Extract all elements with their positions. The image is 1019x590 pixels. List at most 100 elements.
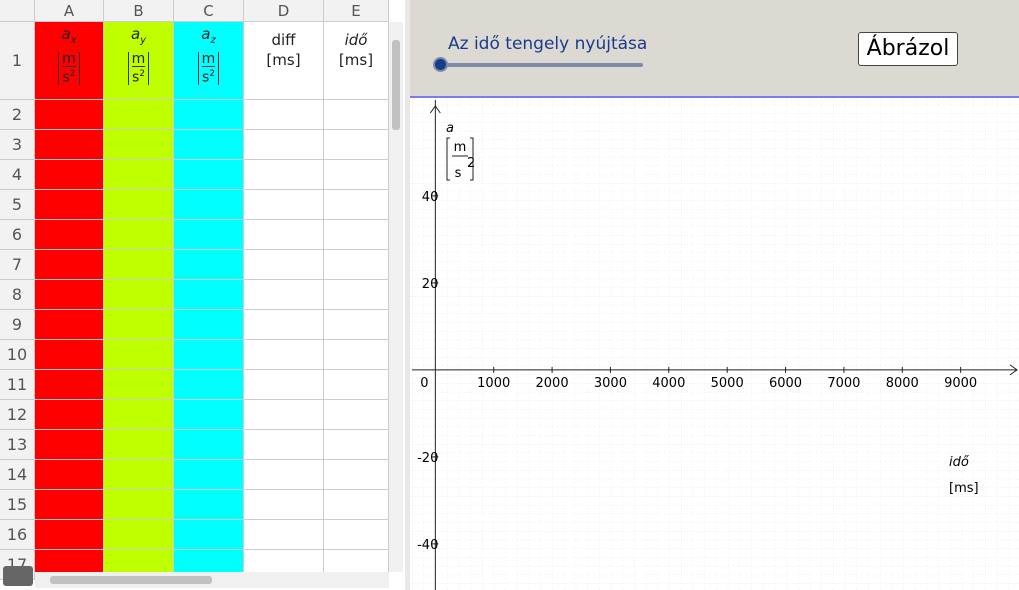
symbol: a <box>201 25 211 43</box>
corner <box>0 0 35 22</box>
slider-track[interactable] <box>440 63 643 67</box>
grid <box>410 98 1019 590</box>
unit-exp: 2 <box>209 69 215 79</box>
y-unit-num: m <box>454 140 467 155</box>
cell <box>244 340 324 370</box>
cell <box>324 430 389 460</box>
cell <box>244 490 324 520</box>
plot-button[interactable]: Ábrázol <box>858 32 958 66</box>
cell <box>244 520 324 550</box>
v-scrollbar <box>389 22 403 572</box>
header-text: diff <box>271 31 296 49</box>
cell <box>174 310 244 340</box>
cell <box>104 370 174 400</box>
unit-num: m <box>62 51 76 67</box>
y-unit-exp: 2 <box>467 156 475 171</box>
toolbar: Az idő tengely nyújtása Ábrázol <box>410 0 1019 96</box>
cell <box>35 340 104 370</box>
x-tick-label: 2000 <box>536 376 569 391</box>
toolbar-border <box>410 96 1019 98</box>
cell <box>104 460 174 490</box>
cell <box>104 400 174 430</box>
cell <box>35 400 104 430</box>
cell <box>244 430 324 460</box>
column-header: E <box>324 0 389 22</box>
cell <box>324 460 389 490</box>
cell <box>174 190 244 220</box>
divider <box>405 0 410 590</box>
cell <box>174 250 244 280</box>
row-header: 13 <box>0 430 35 460</box>
cell <box>174 400 244 430</box>
cell <box>174 490 244 520</box>
cell <box>244 220 324 250</box>
x-tick-label: 3000 <box>594 376 627 391</box>
cell <box>244 250 324 280</box>
cell <box>324 100 389 130</box>
cell <box>324 280 389 310</box>
cell: idő [ms] <box>324 22 389 100</box>
cell <box>35 160 104 190</box>
cell <box>244 280 324 310</box>
cell <box>174 280 244 310</box>
x-tick-label: 9000 <box>944 376 977 391</box>
cell <box>174 100 244 130</box>
cell <box>324 370 389 400</box>
column-header: B <box>104 0 174 22</box>
cell <box>104 220 174 250</box>
x-arrow <box>1009 364 1018 376</box>
row-header: 8 <box>0 280 35 310</box>
cell <box>324 220 389 250</box>
cell <box>174 370 244 400</box>
x-tick-label: 4000 <box>652 376 685 391</box>
subscript: z <box>210 35 216 46</box>
cell <box>35 430 104 460</box>
row-header: 10 <box>0 340 35 370</box>
cell <box>324 490 389 520</box>
keyboard-icon[interactable] <box>3 566 33 586</box>
y-tick-label: -20 <box>417 451 438 466</box>
bracket-left <box>446 137 450 181</box>
unit-den: s <box>201 69 210 86</box>
column-header: D <box>244 0 324 22</box>
cell <box>104 520 174 550</box>
slider-knob[interactable] <box>433 57 448 72</box>
row-header: 3 <box>0 130 35 160</box>
column-header: C <box>174 0 244 22</box>
cell <box>174 130 244 160</box>
cell <box>35 100 104 130</box>
row-header: 2 <box>0 100 35 130</box>
cell <box>244 160 324 190</box>
cell <box>244 100 324 130</box>
cell <box>104 280 174 310</box>
row-header: 1 <box>0 22 35 100</box>
cell <box>244 460 324 490</box>
cell <box>104 340 174 370</box>
unit-den: s <box>131 69 140 86</box>
row-header: 9 <box>0 310 35 340</box>
row-header: 11 <box>0 370 35 400</box>
y-axis-label: a <box>446 121 454 136</box>
symbol: a <box>130 25 141 43</box>
cell <box>35 250 104 280</box>
cell <box>244 400 324 430</box>
cell <box>324 400 389 430</box>
cell <box>35 130 104 160</box>
cell <box>244 190 324 220</box>
y-tick-label: -40 <box>417 538 438 553</box>
y-tick-label: 20 <box>422 277 439 292</box>
cell <box>35 370 104 400</box>
row-header: 16 <box>0 520 35 550</box>
row-header: 15 <box>0 490 35 520</box>
subscript: x <box>70 35 77 46</box>
cell <box>35 280 104 310</box>
cell <box>244 130 324 160</box>
cell <box>174 520 244 550</box>
cell <box>324 310 389 340</box>
unit-num: m <box>201 51 216 67</box>
unit: [ms] <box>266 51 301 69</box>
cell <box>35 220 104 250</box>
cell <box>104 310 174 340</box>
row-header: 6 <box>0 220 35 250</box>
x-tick-label: 6000 <box>769 376 802 391</box>
